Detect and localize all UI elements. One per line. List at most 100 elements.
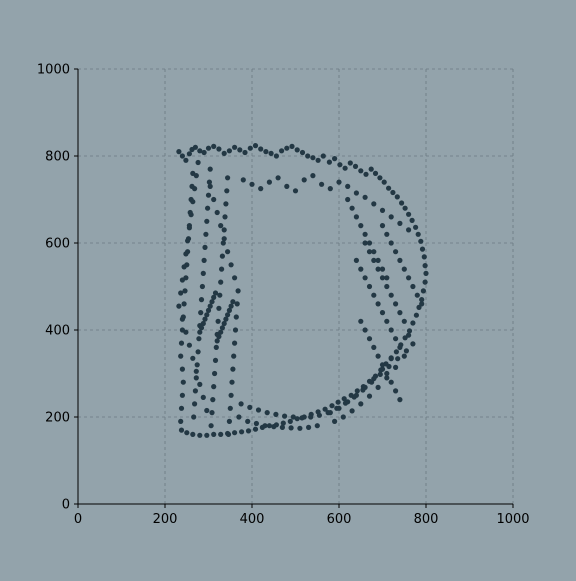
axes [74, 68, 514, 508]
data-point [245, 428, 252, 434]
data-point [390, 189, 396, 196]
data-point [406, 328, 413, 334]
data-point [204, 218, 210, 224]
data-point [258, 186, 264, 192]
data-point [340, 414, 346, 420]
data-point [363, 171, 369, 177]
x-tick-label: 0 [74, 512, 82, 527]
data-point [182, 288, 188, 294]
data-point [266, 423, 272, 429]
data-point [198, 325, 205, 331]
data-point [366, 393, 373, 399]
data-point [320, 153, 326, 159]
data-point [345, 399, 351, 405]
data-point [366, 336, 373, 342]
data-point [308, 414, 314, 420]
data-point [232, 275, 238, 281]
data-point [203, 231, 209, 237]
data-point [310, 155, 316, 161]
data-point [349, 408, 355, 414]
data-point [209, 299, 215, 305]
data-point [353, 392, 359, 398]
data-point [414, 292, 420, 298]
data-point [423, 270, 429, 276]
data-point [255, 407, 262, 413]
data-point [393, 364, 399, 370]
data-point [353, 257, 359, 263]
data-point [268, 150, 274, 156]
data-point [181, 264, 187, 270]
data-point [366, 283, 373, 290]
data-point [419, 246, 426, 252]
data-point [299, 415, 305, 421]
data-point [379, 223, 386, 229]
data-point [231, 353, 237, 359]
data-point [178, 353, 184, 359]
data-point [279, 424, 285, 430]
data-point [358, 168, 364, 174]
data-point [213, 344, 219, 350]
data-point [406, 211, 412, 217]
data-point [201, 257, 207, 263]
data-point [258, 146, 264, 152]
data-point [179, 277, 185, 283]
data-point [222, 214, 228, 220]
data-point [345, 183, 351, 189]
data-point [218, 329, 224, 335]
data-point [358, 318, 364, 324]
data-point [179, 366, 185, 372]
data-point [319, 181, 325, 187]
data-point [362, 240, 368, 246]
data-point [394, 194, 400, 200]
data-point [240, 177, 246, 183]
data-point [210, 397, 216, 403]
data-point [401, 318, 407, 324]
data-point [266, 179, 272, 185]
data-point [212, 370, 218, 377]
data-point [225, 249, 231, 255]
data-point [253, 420, 259, 427]
data-point [186, 151, 192, 157]
data-point [196, 336, 202, 342]
data-point [217, 292, 223, 298]
data-point [197, 329, 203, 335]
data-point [204, 432, 210, 438]
data-point [228, 392, 234, 398]
data-point [410, 283, 416, 290]
data-point [247, 145, 253, 151]
data-point [419, 301, 425, 307]
data-point [190, 355, 196, 361]
data-point [401, 266, 407, 272]
data-point [192, 144, 198, 150]
data-point [362, 384, 368, 390]
data-point [207, 183, 213, 189]
data-point [393, 249, 399, 255]
data-point [416, 304, 422, 310]
data-point [211, 294, 217, 300]
data-point [422, 263, 428, 269]
data-point [223, 201, 229, 207]
data-point [287, 418, 293, 424]
data-point [211, 143, 217, 149]
data-point [216, 305, 222, 311]
data-point [299, 149, 306, 156]
data-point [202, 316, 208, 322]
data-point [237, 147, 243, 153]
data-point [228, 303, 234, 309]
data-point [362, 194, 368, 200]
data-point [220, 240, 226, 246]
data-point [332, 418, 338, 424]
data-point [198, 297, 205, 303]
data-point [377, 371, 383, 377]
data-point [379, 207, 386, 213]
data-point [195, 159, 201, 166]
data-point [384, 375, 390, 381]
data-point [245, 418, 251, 424]
data-point [310, 173, 316, 179]
y-tick-label: 400 [45, 324, 70, 339]
data-point [225, 312, 231, 318]
data-point [219, 325, 225, 331]
data-point [205, 205, 211, 211]
